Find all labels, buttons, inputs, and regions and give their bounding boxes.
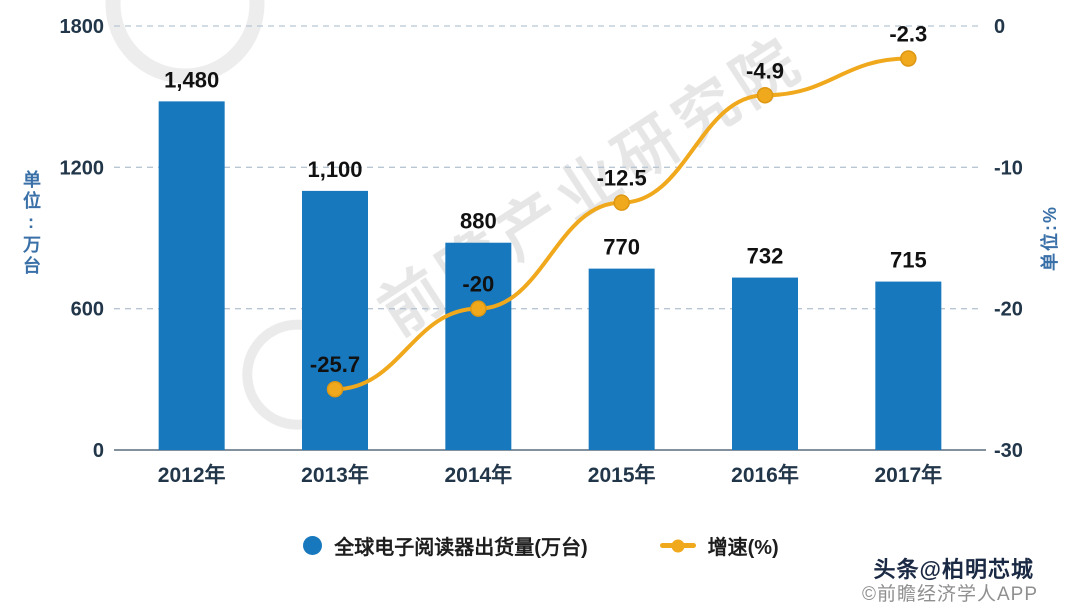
line-value-label: -2.3 (889, 22, 927, 47)
category-label: 2015年 (588, 463, 656, 487)
line-value-label: -25.7 (310, 352, 360, 377)
right-tick-label: -30 (994, 440, 1023, 462)
left-axis-title: 单位:万台 (21, 170, 41, 277)
line-series: -25.7 -20 -12.5 -4.9 -2.3 (310, 22, 927, 398)
line-point (900, 50, 917, 67)
bar (588, 268, 655, 450)
line-value-label: -20 (462, 272, 494, 297)
left-tick-label: 1200 (60, 157, 105, 179)
bar-value-label: 1,480 (164, 67, 219, 92)
right-tick-label: 0 (994, 16, 1005, 38)
line-point (470, 300, 487, 317)
legend-bar-dot-icon (303, 536, 323, 555)
left-tick-label: 600 (71, 299, 104, 321)
bar-value-label: 880 (460, 209, 497, 234)
legend-item-shipments: 全球电子阅读器出货量(万台) (303, 531, 588, 560)
category-label: 2017年 (874, 463, 942, 487)
line-value-label: -4.9 (746, 58, 784, 83)
legend-label-shipments: 全球电子阅读器出货量(万台) (334, 537, 588, 559)
legend-item-growth: 增速(%) (659, 531, 779, 560)
bar (875, 281, 942, 450)
chart-legend: 全球电子阅读器出货量(万台) 增速(%) (0, 531, 1082, 560)
legend-line-dot-icon (659, 543, 696, 548)
watermark-arc-icon (105, 0, 265, 84)
footer-source: ©前瞻经济学人APP (861, 584, 1038, 605)
bar-value-label: 770 (603, 235, 640, 260)
left-tick-label: 1800 (60, 16, 105, 38)
right-tick-label: -20 (994, 299, 1023, 321)
line-value-label: -12.5 (597, 166, 647, 191)
bar (302, 190, 368, 450)
bar (158, 101, 225, 450)
category-label: 2012年 (158, 463, 226, 487)
bar-series: 1,480 2012年 1,100 2013年 880 2014年 770 2015年 732 2… (158, 67, 942, 487)
legend-label-growth: 增速(%) (707, 537, 779, 559)
line-point (326, 380, 344, 398)
bar-value-label: 732 (747, 244, 784, 269)
footer-credit: 头条@柏明芯城 (873, 557, 1034, 582)
right-tick-label: -10 (994, 157, 1023, 179)
category-label: 2016年 (731, 463, 799, 487)
bar-value-label: 1,100 (307, 157, 362, 182)
left-tick-label: 0 (93, 440, 104, 462)
right-axis-title: 单位:% (1040, 205, 1060, 271)
line-point (613, 194, 630, 211)
bar (445, 242, 512, 450)
bar-value-label: 715 (890, 248, 927, 273)
category-label: 2014年 (444, 463, 512, 487)
line-point (756, 87, 774, 104)
category-label: 2013年 (301, 463, 369, 487)
bar (732, 277, 798, 450)
